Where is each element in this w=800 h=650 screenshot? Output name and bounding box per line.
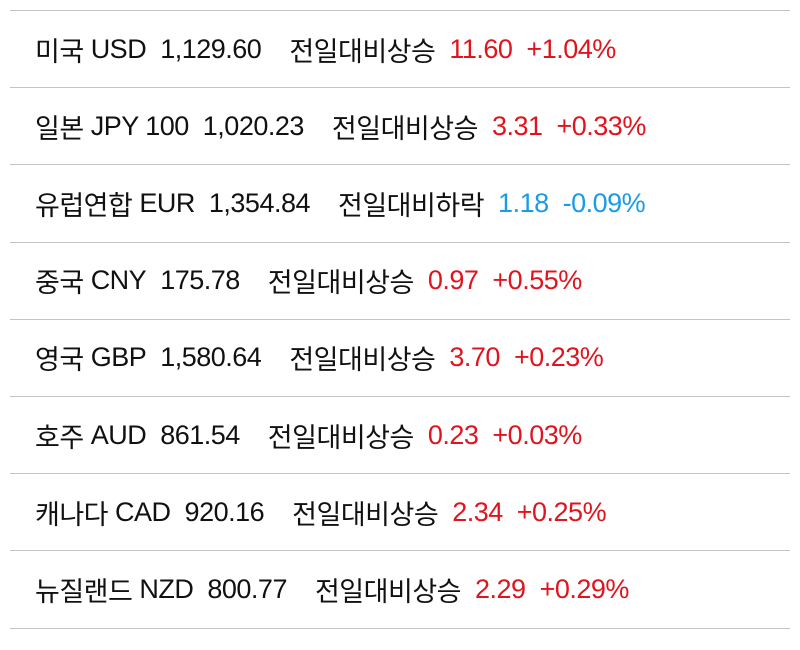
change-percent: -0.09% <box>562 187 646 218</box>
change-percent: +0.55% <box>492 265 582 296</box>
rate-row: 중국 CNY 175.78 전일대비상승 0.97 +0.55% <box>10 243 790 320</box>
exchange-rate: 1,354.84 <box>208 187 311 218</box>
country-name: 중국 <box>35 268 84 299</box>
rate-row: 캐나다 CAD 920.16 전일대비상승 2.34 +0.25% <box>10 474 790 552</box>
change-status: 전일대비상승 <box>292 499 439 530</box>
currency-code: USD <box>90 33 147 64</box>
currency-code: CNY <box>90 265 147 296</box>
change-status: 전일대비상승 <box>331 113 479 144</box>
rate-row: 호주 AUD 861.54 전일대비상승 0.23 +0.03% <box>10 397 790 475</box>
change-amount: 2.29 <box>475 573 526 604</box>
change-amount: 3.70 <box>449 342 500 373</box>
change-status: 전일대비상승 <box>267 268 415 299</box>
change-status: 전일대비상승 <box>289 36 436 67</box>
change-percent: +0.25% <box>516 496 607 527</box>
change-amount: 1.18 <box>498 187 549 218</box>
exchange-rate: 1,020.23 <box>202 110 305 141</box>
rate-row: 일본 JPY 100 1,020.23 전일대비상승 3.31 +0.33% <box>10 88 790 166</box>
exchange-rate: 920.16 <box>184 496 265 527</box>
change-status: 전일대비상승 <box>267 422 415 453</box>
change-status: 전일대비하락 <box>338 190 485 221</box>
rate-row: 유럽연합 EUR 1,354.84 전일대비하락 1.18 -0.09% <box>10 165 790 243</box>
change-percent: +0.29% <box>539 573 630 604</box>
exchange-rate: 800.77 <box>207 573 287 604</box>
country-name: 호주 <box>35 422 84 453</box>
change-percent: +1.04% <box>526 33 616 64</box>
country-name: 미국 <box>35 36 84 67</box>
change-amount: 11.60 <box>449 33 513 64</box>
exchange-rate: 1,129.60 <box>160 33 262 64</box>
currency-code: EUR <box>139 187 195 218</box>
country-name: 뉴질랜드 <box>35 576 133 607</box>
exchange-rate: 861.54 <box>160 419 240 450</box>
currency-code: JPY 100 <box>90 110 190 141</box>
change-status: 전일대비상승 <box>289 345 436 376</box>
change-percent: +0.33% <box>556 110 647 141</box>
currency-code: AUD <box>90 419 147 450</box>
currency-code: NZD <box>139 573 194 604</box>
change-amount: 3.31 <box>491 110 543 141</box>
country-name: 영국 <box>35 345 84 376</box>
currency-code: CAD <box>115 496 171 527</box>
rate-row: 영국 GBP 1,580.64 전일대비상승 3.70 +0.23% <box>10 320 790 397</box>
rate-row: 미국 USD 1,129.60 전일대비상승 11.60 +1.04% <box>10 11 790 89</box>
country-name: 캐나다 <box>35 499 109 530</box>
exchange-rate-list: 미국 USD 1,129.60 전일대비상승 11.60 +1.04% 일본 JPY 100 1… <box>10 10 790 629</box>
currency-code: GBP <box>90 342 147 373</box>
change-status: 전일대비상승 <box>314 576 462 607</box>
rate-row: 뉴질랜드 NZD 800.77 전일대비상승 2.29 +0.29% <box>10 551 790 629</box>
country-name: 일본 <box>35 113 84 144</box>
change-amount: 2.34 <box>452 496 503 527</box>
exchange-rate: 175.78 <box>160 265 240 296</box>
change-percent: +0.23% <box>513 342 604 373</box>
change-amount: 0.23 <box>427 419 479 450</box>
country-name: 유럽연합 <box>35 190 133 221</box>
change-amount: 0.97 <box>427 265 479 296</box>
change-percent: +0.03% <box>492 419 582 450</box>
exchange-rate: 1,580.64 <box>160 342 262 373</box>
